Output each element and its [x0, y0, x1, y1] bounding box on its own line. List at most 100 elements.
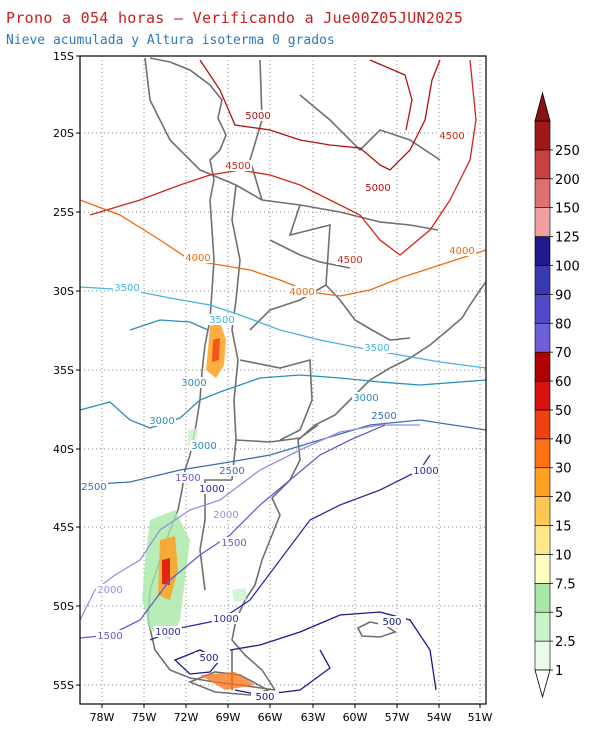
contour-label-4500: 4500: [439, 131, 464, 142]
colorbar-swatch: [534, 380, 551, 411]
colorbar-swatch: [534, 322, 551, 353]
contour-label-1000: 1000: [213, 614, 238, 625]
colorbar-swatch: [534, 583, 551, 613]
colorbar-swatch: [534, 467, 551, 497]
lon-tick-label: 69W: [216, 711, 241, 724]
contour-label-bg: [438, 130, 466, 141]
contour-label-500: 500: [199, 653, 218, 664]
colorbar-label: 7.5: [555, 577, 576, 592]
isotherm-5000-a: [199, 59, 441, 171]
colorbar-swatch: [534, 351, 551, 382]
contour-label-3000: 3000: [149, 416, 174, 427]
contour-label-4500: 4500: [337, 255, 362, 266]
inland-border-1: [231, 184, 241, 481]
colorbar-swatch: [534, 525, 551, 555]
colorbar-label: 50: [555, 404, 572, 419]
colorbar-label: 90: [555, 288, 572, 303]
map-subtitle: Nieve acumulada y Altura isoterma 0 grad…: [6, 33, 335, 48]
lon-tick-label: 78W: [90, 711, 115, 724]
contour-label-bg: [412, 465, 440, 476]
inland-border-2: [249, 204, 331, 331]
colorbar-swatch: [534, 265, 551, 295]
colorbar-swatch: [534, 120, 551, 151]
northern-border: [144, 57, 439, 231]
contour-label-3500: 3500: [114, 283, 139, 294]
contour-label-bg: [370, 410, 398, 421]
colorbar-label: 125: [555, 231, 580, 246]
contour-label-bg: [244, 110, 272, 121]
snow-shading: [142, 322, 255, 690]
map-frame: [79, 55, 487, 705]
lat-tick-label: 25S: [53, 206, 74, 219]
colorbar-swatch: [534, 149, 551, 180]
latitude-labels: 15S 20S 25S 30S 35S 40S 45S 50S 55S: [53, 50, 80, 692]
colorbar-label: 60: [555, 375, 572, 390]
colorbar-swatch: [534, 178, 551, 208]
colorbar-label: 15: [555, 520, 572, 535]
inland-border-6: [299, 94, 441, 161]
lon-tick-label: 72W: [174, 711, 199, 724]
lon-tick-label: 75W: [132, 711, 157, 724]
contour-label-bg: [336, 254, 364, 265]
contour-label-1500: 1500: [221, 538, 246, 549]
contour-label-1000: 1000: [413, 466, 438, 477]
contour-label-500: 500: [255, 692, 274, 703]
contour-label-5000: 5000: [245, 111, 270, 122]
contour-label-bg: [154, 626, 182, 637]
contour-labels: 5000 4500 4500 5000 4500 4000 4000 4000 3500 3500…: [80, 110, 476, 703]
isotherm-3000-b: [129, 319, 209, 331]
colorbar-label: 150: [555, 202, 580, 217]
contour-label-bg: [363, 342, 391, 353]
contour-label-2000: 2000: [97, 585, 122, 596]
colorbar: 1 2.5 5 7.5 10 15 20 30 40 50 60 70 80 90 100 125 150 200…: [534, 91, 580, 699]
contour-label-3500: 3500: [364, 343, 389, 354]
falkland-islands: [356, 621, 397, 638]
lat-tick-label: 15S: [53, 50, 74, 63]
lat-tick-label: 55S: [53, 679, 74, 692]
contour-label-2500: 2500: [371, 411, 396, 422]
contour-label-2000: 2000: [213, 510, 238, 521]
contour-label-500: 500: [382, 617, 401, 628]
contour-label-bg: [352, 392, 380, 403]
contour-label-bg: [184, 252, 212, 263]
contour-label-bg: [180, 377, 208, 388]
lon-tick-label: 57W: [385, 711, 410, 724]
contour-label-bg: [96, 630, 124, 641]
isotherm-3500-a: [79, 286, 487, 369]
colorbar-swatch: [534, 554, 551, 584]
colorbar-swatch: [534, 438, 551, 469]
colorbar-max-arrow: [534, 91, 551, 122]
contour-label-bg: [113, 282, 141, 293]
contour-label-3000: 3000: [191, 441, 216, 452]
contour-label-bg: [224, 160, 252, 171]
lon-tick-label: 54W: [427, 711, 452, 724]
colorbar-swatch: [534, 640, 551, 671]
contour-label-1000: 1000: [199, 484, 224, 495]
isotherm-3000-a: [79, 374, 487, 429]
isotherm-2500-a: [79, 419, 487, 486]
contour-label-2500: 2500: [219, 466, 244, 477]
isotherm-contours: [79, 59, 487, 696]
contour-label-bg: [80, 481, 108, 492]
lat-tick-label: 35S: [53, 364, 74, 377]
lat-tick-label: 40S: [53, 443, 74, 456]
lat-tick-label: 45S: [53, 521, 74, 534]
isotherm-1500-a: [79, 424, 386, 639]
lon-tick-label: 51W: [468, 711, 493, 724]
lat-tick-label: 50S: [53, 600, 74, 613]
colorbar-swatch: [534, 611, 551, 642]
isotherm-5000-b: [369, 59, 413, 131]
colorbar-label: 1: [555, 664, 563, 679]
contour-label-1000: 1000: [155, 627, 180, 638]
contour-label-bg: [448, 245, 476, 256]
colorbar-label: 30: [555, 462, 572, 477]
contour-label-bg: [208, 314, 236, 325]
contour-label-4000: 4000: [289, 287, 314, 298]
colorbar-label: 70: [555, 346, 572, 361]
contour-label-3000: 3000: [181, 378, 206, 389]
snow-area-scatter-2: [232, 588, 246, 602]
lat-tick-label: 30S: [53, 285, 74, 298]
contour-label-4000: 4000: [449, 246, 474, 257]
contour-label-5000: 5000: [365, 183, 390, 194]
colorbar-swatch: [534, 294, 551, 324]
